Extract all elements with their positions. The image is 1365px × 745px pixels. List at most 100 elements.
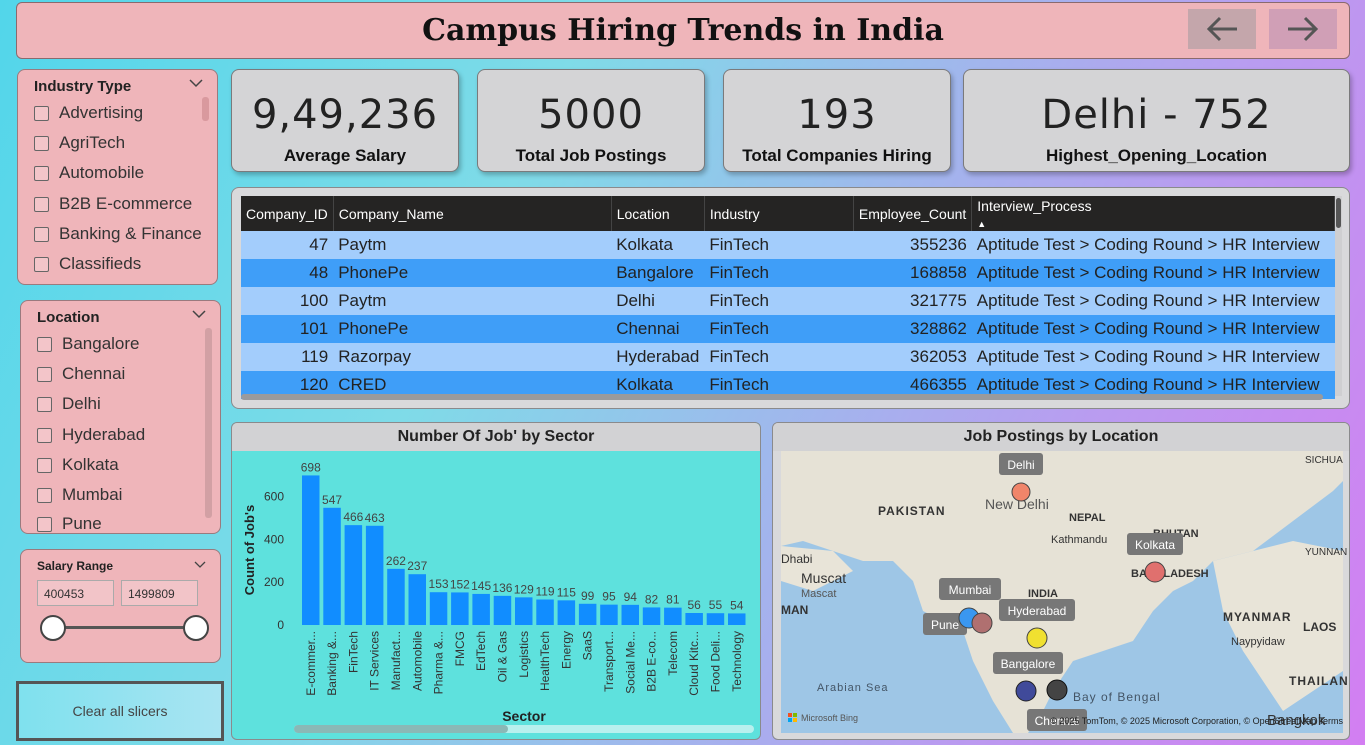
slicer-item-pune[interactable]: Pune bbox=[37, 513, 102, 533]
salary-max-input[interactable]: 1499809 bbox=[121, 580, 198, 606]
checkbox[interactable] bbox=[37, 516, 52, 532]
slicer-item-delhi[interactable]: Delhi bbox=[37, 393, 101, 415]
pin-hyderabad[interactable] bbox=[1026, 627, 1048, 649]
data-label: 54 bbox=[730, 598, 744, 612]
back-button[interactable] bbox=[1188, 9, 1256, 49]
table-row[interactable]: 101 PhonePe Chennai FinTech 328862 Aptitude T… bbox=[241, 315, 1335, 343]
column-header-industry[interactable]: Industry bbox=[704, 196, 854, 231]
pin-label-kolkata: Kolkata bbox=[1135, 538, 1175, 552]
x-tick-label: Logistics bbox=[517, 631, 531, 678]
pin-label-delhi: Delhi bbox=[1007, 458, 1034, 472]
map-label-bangladesh: BANGLADESH bbox=[1131, 568, 1209, 580]
table-cell: Delhi bbox=[611, 287, 705, 315]
slicer-item-chennai[interactable]: Chennai bbox=[37, 363, 125, 385]
pin-label-mumbai: Mumbai bbox=[949, 583, 992, 597]
chart-scrollbar-thumb bbox=[294, 725, 508, 733]
location-map[interactable]: PAKISTAN New Delhi NEPAL Kathmandu BHUTA… bbox=[773, 451, 1350, 740]
salary-slider-max-handle[interactable] bbox=[183, 615, 209, 641]
slicer-item-advertising[interactable]: Advertising bbox=[34, 102, 143, 124]
slicer-item-automobile[interactable]: Automobile bbox=[34, 162, 144, 184]
checkbox[interactable] bbox=[37, 487, 52, 503]
checkbox[interactable] bbox=[34, 256, 49, 272]
bar bbox=[323, 507, 341, 625]
forward-button[interactable] bbox=[1269, 9, 1337, 49]
table-cell: Kolkata bbox=[611, 231, 705, 259]
kpi-value: 5000 bbox=[538, 92, 644, 138]
table-row[interactable]: 47 Paytm Kolkata FinTech 355236 Aptitude Test… bbox=[241, 231, 1335, 259]
y-tick-label: 400 bbox=[264, 532, 284, 546]
x-tick-label: E-commer... bbox=[304, 631, 318, 696]
table-horizontal-scrollbar[interactable] bbox=[241, 394, 1323, 400]
column-header-interview-process[interactable]: Interview_Process ▲ bbox=[971, 196, 1335, 231]
column-header-location[interactable]: Location bbox=[611, 196, 705, 231]
bar bbox=[578, 603, 597, 625]
checkbox[interactable] bbox=[34, 105, 49, 121]
slicer-item-classifieds[interactable]: Classifieds bbox=[34, 253, 141, 275]
slicer-item-b2b-ecommerce[interactable]: B2B E-commerce bbox=[34, 193, 192, 215]
slicer-item-bangalore[interactable]: Bangalore bbox=[37, 333, 140, 355]
slicer-item-agritech[interactable]: AgriTech bbox=[34, 132, 125, 154]
salary-min-input[interactable]: 400453 bbox=[37, 580, 114, 606]
map-label-nepal: NEPAL bbox=[1069, 512, 1106, 524]
map-label-sichuan: SICHUA bbox=[1305, 455, 1343, 466]
checkbox[interactable] bbox=[34, 135, 49, 151]
checkbox[interactable] bbox=[34, 226, 49, 242]
pin-bangalore[interactable] bbox=[1015, 680, 1037, 702]
bar-chart-title: Number Of Job' by Sector bbox=[232, 423, 760, 451]
slicer-item-hyderabad[interactable]: Hyderabad bbox=[37, 424, 145, 446]
data-label: 145 bbox=[471, 579, 491, 593]
industry-slicer: Industry Type Advertising AgriTech Autom… bbox=[17, 69, 218, 285]
checkbox[interactable] bbox=[37, 336, 52, 352]
location-slicer: Location Bangalore Chennai Delhi Hyderab… bbox=[20, 300, 221, 534]
clear-slicers-button[interactable]: Clear all slicers bbox=[16, 681, 224, 741]
map-label-arabian-sea: Arabian Sea bbox=[817, 682, 889, 694]
industry-slicer-title: Industry Type bbox=[34, 78, 132, 95]
checkbox[interactable] bbox=[37, 396, 52, 412]
table-cell: Paytm bbox=[333, 287, 612, 315]
checkbox[interactable] bbox=[37, 427, 52, 443]
map-pins[interactable]: Delhi Kolkata Mumbai Hyderabad Pune Bang… bbox=[923, 453, 1183, 731]
table-row[interactable]: 100 Paytm Delhi FinTech 321775 Aptitude Test … bbox=[241, 287, 1335, 315]
column-header-company-id[interactable]: Company_ID bbox=[241, 196, 334, 231]
slicer-scrollbar[interactable] bbox=[205, 328, 212, 518]
checkbox[interactable] bbox=[34, 165, 49, 181]
checkbox[interactable] bbox=[34, 196, 49, 212]
pin-chennai[interactable] bbox=[1046, 679, 1068, 701]
data-label: 115 bbox=[557, 585, 576, 599]
slicer-item-banking[interactable]: Banking & Finance bbox=[34, 223, 202, 245]
slicer-item-kolkata[interactable]: Kolkata bbox=[37, 454, 119, 476]
x-tick-label: Social Me... bbox=[623, 631, 637, 694]
checkbox[interactable] bbox=[37, 457, 52, 473]
x-tick-label: Pharma &... bbox=[432, 631, 446, 694]
chevron-down-icon[interactable] bbox=[189, 78, 203, 88]
bar bbox=[728, 613, 746, 625]
x-tick-label: Banking &... bbox=[325, 631, 339, 696]
data-label: 56 bbox=[687, 598, 701, 612]
table-row[interactable]: 48 PhonePe Bangalore FinTech 168858 Aptitude … bbox=[241, 259, 1335, 287]
table-vertical-scrollbar[interactable] bbox=[1335, 196, 1342, 396]
bar bbox=[515, 597, 533, 625]
salary-slider-min-handle[interactable] bbox=[40, 615, 66, 641]
pin-label-pune: Pune bbox=[931, 618, 959, 632]
scrollbar-thumb[interactable] bbox=[1336, 198, 1341, 228]
slicer-item-mumbai[interactable]: Mumbai bbox=[37, 484, 122, 506]
column-header-company-name[interactable]: Company_Name bbox=[333, 196, 612, 231]
table-row[interactable]: 119 Razorpay Hyderabad FinTech 362053 Aptitud… bbox=[241, 343, 1335, 371]
pin-kolkata[interactable] bbox=[1144, 561, 1166, 583]
chevron-down-icon[interactable] bbox=[192, 309, 206, 319]
slicer-scrollbar[interactable] bbox=[202, 97, 209, 121]
data-label: 153 bbox=[429, 577, 449, 591]
checkbox[interactable] bbox=[37, 366, 52, 382]
y-tick-label: 0 bbox=[277, 618, 284, 632]
column-header-employee-count[interactable]: Employee_Count bbox=[853, 196, 973, 231]
map-label-myanmar: MYANMAR bbox=[1223, 610, 1292, 624]
table-cell: 101 bbox=[241, 315, 334, 343]
pin-label-bg bbox=[999, 453, 1043, 475]
chevron-down-icon[interactable] bbox=[194, 561, 206, 569]
data-label: 95 bbox=[602, 590, 616, 604]
pin-pune[interactable] bbox=[971, 612, 993, 634]
sort-ascending-icon: ▲ bbox=[977, 218, 987, 229]
map-label-dhabi: Dhabi bbox=[781, 552, 812, 566]
x-tick-label: IT Services bbox=[368, 631, 382, 691]
pin-delhi[interactable] bbox=[1011, 482, 1031, 502]
